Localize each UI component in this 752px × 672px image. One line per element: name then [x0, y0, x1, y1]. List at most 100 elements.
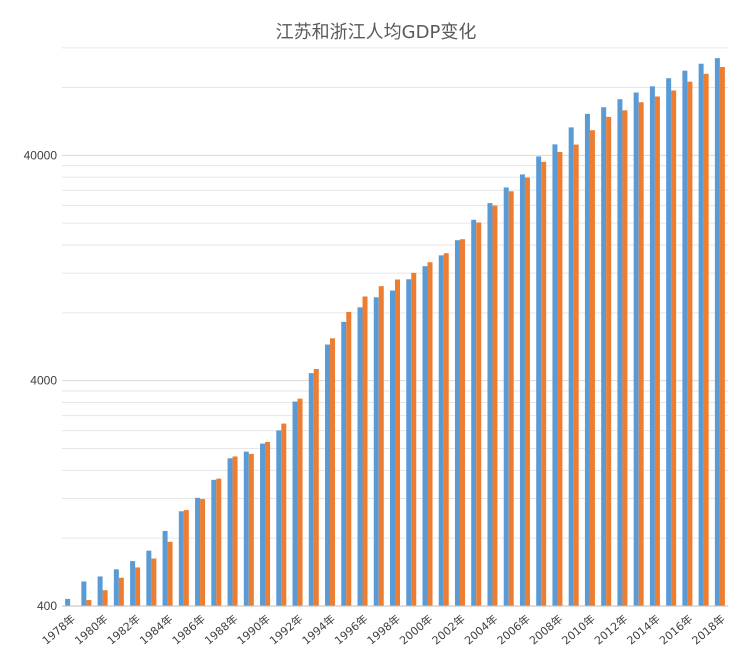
- bar-s1-2010年: [589, 130, 595, 607]
- bar-s1-1987年: [216, 478, 222, 606]
- bar-s0-2006年: [519, 174, 525, 606]
- bar-s1-1982年: [135, 567, 141, 606]
- bar-s1-1981年: [118, 577, 124, 606]
- bar-s0-1998年: [390, 290, 395, 606]
- bar-s0-1979年: [81, 581, 87, 606]
- x-tick-label-2002年: 2002年: [429, 612, 468, 648]
- bar-s1-2017年: [703, 73, 709, 606]
- y-tick-label-2: 40000: [24, 148, 58, 162]
- bar-s1-1986年: [200, 499, 206, 606]
- bar-s0-1995年: [341, 321, 347, 606]
- bar-s1-2003年: [476, 222, 482, 606]
- bar-s0-2003年: [471, 219, 477, 606]
- y-tick-label-1: 4000: [30, 374, 57, 388]
- bar-s0-1987年: [211, 479, 217, 606]
- bar-s0-2015年: [666, 78, 672, 607]
- bar-s0-2005年: [503, 187, 509, 606]
- bar-s1-1993年: [313, 369, 319, 606]
- bar-s0-1992年: [292, 401, 298, 606]
- bar-s0-1986年: [195, 497, 201, 606]
- bar-s0-2011年: [601, 107, 607, 606]
- x-tick-label-2004年: 2004年: [462, 612, 501, 648]
- bar-s1-2016年: [687, 81, 693, 607]
- bar-s1-2009年: [573, 144, 579, 606]
- bar-s1-2013年: [638, 102, 644, 607]
- bar-s1-2008年: [557, 151, 563, 607]
- bar-s1-2005年: [508, 191, 514, 606]
- bar-s0-2016年: [682, 70, 688, 606]
- x-tick-label-1986年: 1986年: [169, 612, 208, 648]
- chart-title: 江苏和浙江人均GDP变化: [275, 22, 477, 43]
- y-tick-label-0: 400: [37, 599, 57, 613]
- x-tick-label-2014年: 2014年: [624, 612, 663, 648]
- bar-s1-1990年: [265, 441, 271, 606]
- bar-s0-1984年: [162, 530, 168, 606]
- bar-s1-1979年: [86, 600, 92, 606]
- bar-s0-2002年: [454, 240, 460, 606]
- bar-s1-2015年: [671, 90, 677, 607]
- bar-s0-2004年: [487, 203, 493, 607]
- bar-s1-2011年: [606, 116, 612, 607]
- bar-s0-1982年: [130, 561, 136, 606]
- bar-s1-1984年: [167, 541, 173, 606]
- bar-s0-1993年: [308, 373, 314, 606]
- bar-s0-2012年: [617, 99, 623, 607]
- bar-s1-1985年: [183, 510, 189, 606]
- bar-s0-1990年: [260, 443, 266, 606]
- x-tick-label-2008年: 2008年: [526, 612, 565, 648]
- bar-s0-2009年: [568, 127, 574, 607]
- x-tick-label-1984年: 1984年: [137, 612, 176, 648]
- x-tick-label-2006年: 2006年: [494, 612, 533, 648]
- bar-s0-2014年: [649, 86, 655, 606]
- bar-s0-1994年: [325, 344, 331, 606]
- bar-s0-2008年: [552, 144, 558, 607]
- x-tick-label-1982年: 1982年: [104, 612, 143, 648]
- bar-s1-2007年: [541, 161, 547, 607]
- bar-s0-2000年: [422, 266, 428, 606]
- bar-s0-2017年: [698, 63, 704, 606]
- bar-s1-1999年: [411, 272, 417, 606]
- bar-s1-2001年: [443, 253, 449, 606]
- bar-s0-1983年: [146, 550, 152, 606]
- x-tick-label-2010年: 2010年: [559, 612, 598, 648]
- x-tick-label-1978年: 1978年: [39, 612, 78, 648]
- bar-s0-2013年: [633, 92, 639, 606]
- x-tick-label-1994年: 1994年: [299, 612, 338, 648]
- bar-s1-1996年: [362, 296, 368, 606]
- bar-s0-1996年: [357, 307, 363, 606]
- bar-layer: [65, 58, 725, 607]
- x-tick-label-2018年: 2018年: [689, 612, 728, 648]
- bar-s1-1992年: [297, 398, 303, 606]
- bar-s1-1995年: [346, 311, 352, 606]
- x-tick-label-1992年: 1992年: [267, 612, 306, 648]
- bar-s1-1988年: [232, 456, 238, 606]
- bar-s1-1998年: [395, 279, 400, 606]
- x-tick-label-1990年: 1990年: [234, 612, 273, 648]
- bar-s1-2002年: [459, 239, 465, 606]
- bar-s0-2007年: [536, 156, 542, 606]
- bar-s1-1980年: [102, 590, 108, 606]
- bar-s0-1997年: [373, 297, 379, 606]
- bar-s0-2010年: [584, 113, 590, 607]
- bar-s0-1988年: [227, 458, 233, 606]
- x-tick-label-1998年: 1998年: [364, 612, 403, 648]
- bar-s0-1981年: [113, 569, 119, 606]
- x-tick-label-1988年: 1988年: [202, 612, 241, 648]
- bar-s0-1991年: [276, 430, 282, 606]
- bar-s0-2018年: [714, 58, 720, 607]
- bar-s1-1997年: [378, 286, 384, 606]
- x-tick-label-1996年: 1996年: [332, 612, 371, 648]
- bar-s1-1994年: [330, 338, 336, 606]
- bar-s0-1980年: [97, 576, 103, 606]
- bar-s1-2006年: [524, 177, 530, 606]
- bar-s1-2018年: [719, 67, 725, 606]
- bar-s1-2000年: [427, 262, 433, 606]
- bar-s1-2012年: [622, 110, 628, 607]
- x-tick-label-2012年: 2012年: [591, 612, 630, 648]
- bar-s1-2014年: [654, 96, 660, 607]
- bar-s1-2004年: [492, 205, 498, 606]
- bar-s0-2001年: [438, 255, 444, 606]
- bar-s0-1989年: [243, 451, 249, 606]
